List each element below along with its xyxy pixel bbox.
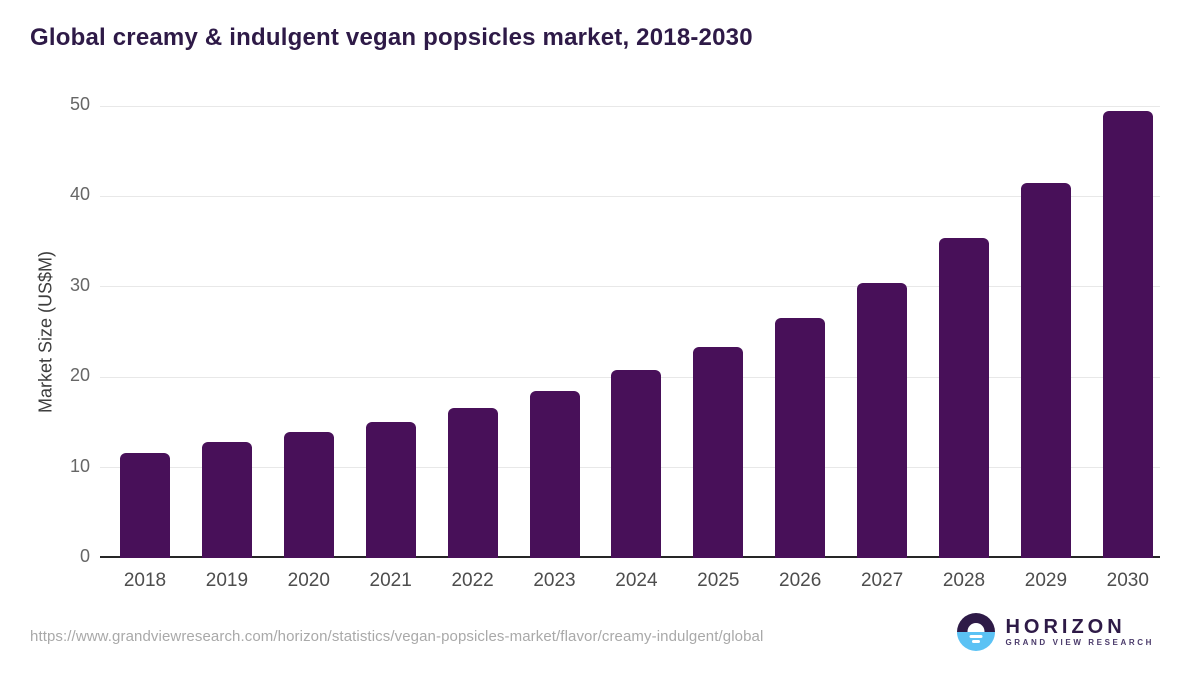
chart-title: Global creamy & indulgent vegan popsicle… bbox=[30, 24, 753, 51]
bar-2023 bbox=[529, 390, 580, 558]
gridline-30 bbox=[100, 286, 1160, 288]
logo-text: HORIZON GRAND VIEW RESEARCH bbox=[1005, 616, 1154, 648]
x-tick-label-2025: 2025 bbox=[697, 570, 740, 591]
y-tick-label-10: 10 bbox=[69, 455, 90, 476]
bar-2027 bbox=[857, 283, 908, 558]
bar-2030 bbox=[1102, 110, 1153, 558]
gridline-50 bbox=[100, 105, 1160, 107]
bar-2019 bbox=[201, 442, 252, 558]
plot-area: 0 10 20 30 40 50 2018 2019 2020 2021 2022 2023 2024 2… bbox=[70, 94, 1160, 591]
bar-2028 bbox=[939, 237, 989, 558]
x-tick-label-2030: 2030 bbox=[1106, 570, 1149, 591]
x-tick-label-2020: 2020 bbox=[287, 570, 330, 591]
x-tick-label-2027: 2027 bbox=[860, 570, 904, 591]
logo-tagline: GRAND VIEW RESEARCH bbox=[1005, 638, 1154, 647]
sun-reflection-line bbox=[972, 640, 981, 643]
y-tick-label-20: 20 bbox=[69, 365, 90, 386]
horizon-logo: HORIZON GRAND VIEW RESEARCH bbox=[957, 613, 1154, 651]
x-tick-label-2028: 2028 bbox=[942, 570, 986, 591]
bar-2021 bbox=[365, 421, 416, 558]
x-tick-label-2018: 2018 bbox=[123, 570, 167, 591]
bar-2022 bbox=[447, 407, 498, 558]
bar-2024 bbox=[611, 369, 662, 558]
bar-2025 bbox=[693, 347, 744, 558]
y-tick-label-40: 40 bbox=[69, 184, 90, 205]
y-tick-label-30: 30 bbox=[69, 274, 90, 295]
y-tick-label-50: 50 bbox=[69, 94, 90, 114]
bar-2026 bbox=[775, 318, 826, 558]
gridline-40 bbox=[100, 195, 1160, 197]
horizon-sun-icon bbox=[957, 613, 996, 651]
x-tick-label-2022: 2022 bbox=[451, 570, 494, 591]
x-tick-label-2024: 2024 bbox=[615, 570, 658, 591]
source-url: https://www.grandviewresearch.com/horizo… bbox=[30, 628, 764, 645]
x-tick-label-2023: 2023 bbox=[533, 570, 576, 591]
x-tick-label-2021: 2021 bbox=[369, 570, 412, 591]
x-tick-label-2029: 2029 bbox=[1024, 570, 1068, 591]
bar-2018 bbox=[120, 453, 170, 558]
sun-reflection-line bbox=[969, 635, 983, 638]
sun-glyph bbox=[967, 623, 985, 632]
x-tick-label-2019: 2019 bbox=[205, 570, 249, 591]
bar-2029 bbox=[1020, 182, 1071, 558]
logo-name: HORIZON bbox=[1005, 616, 1126, 638]
x-tick-label-2026: 2026 bbox=[779, 570, 822, 591]
bar-2020 bbox=[283, 432, 334, 558]
y-tick-label-0: 0 bbox=[79, 546, 90, 566]
